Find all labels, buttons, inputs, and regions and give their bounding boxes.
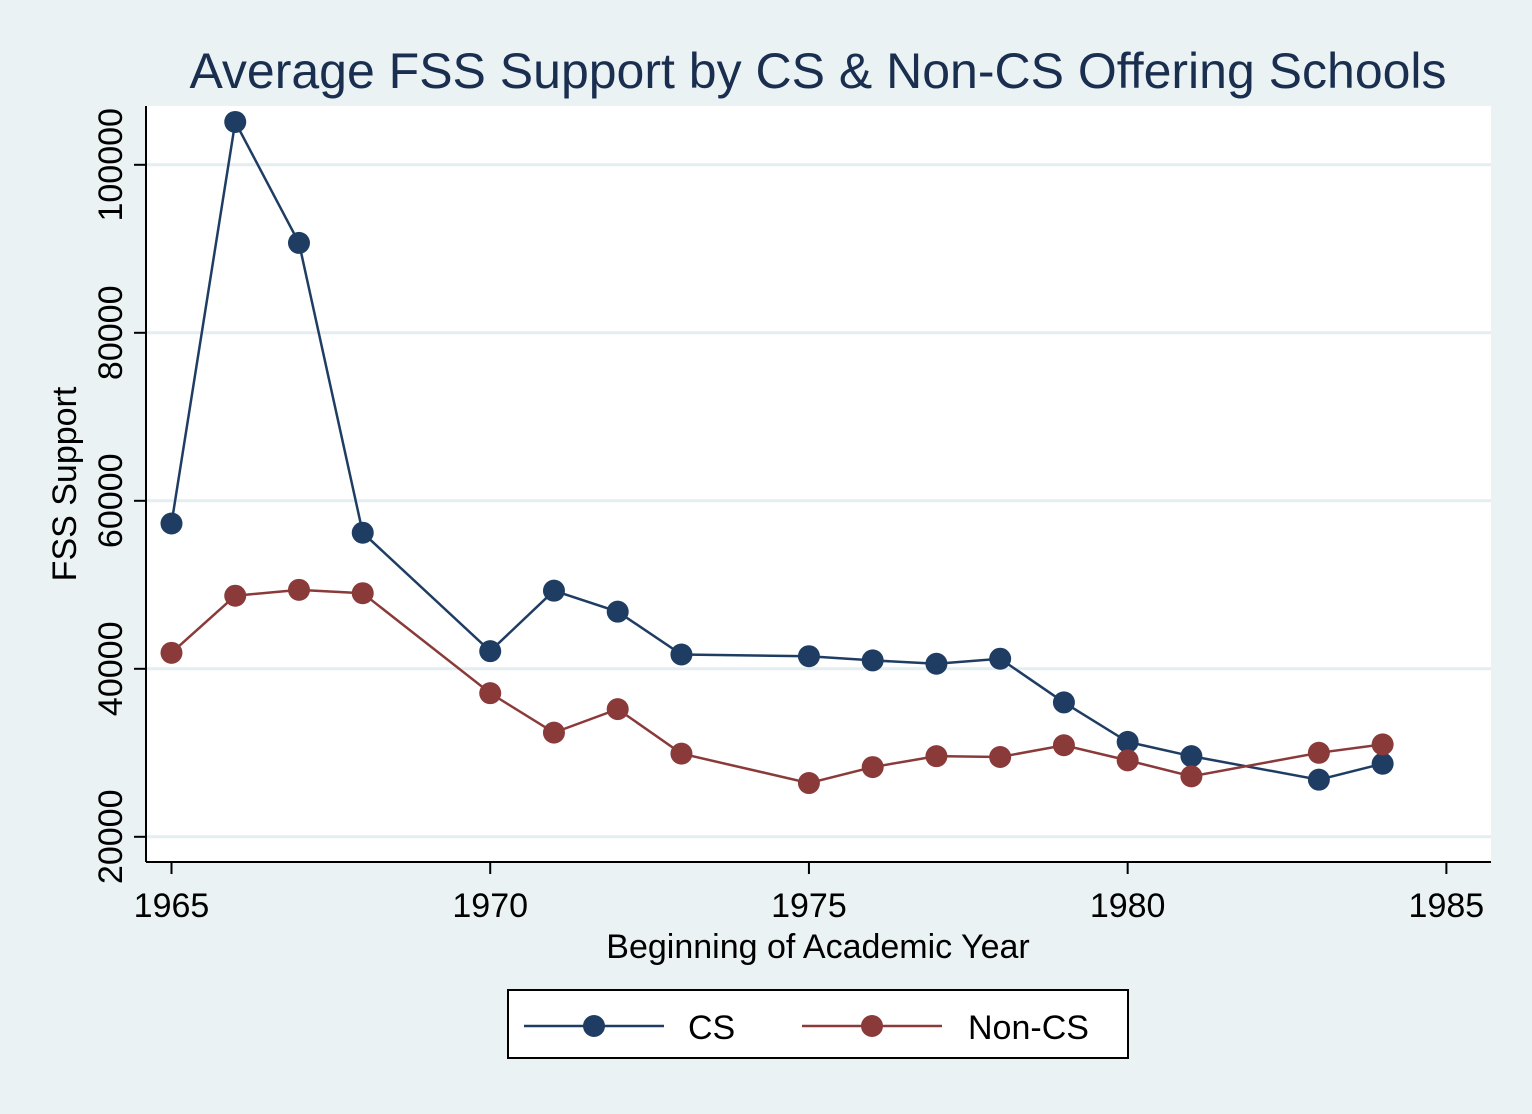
data-point-non-cs-1981 bbox=[1180, 765, 1203, 788]
x-tick-label-1: 1970 bbox=[452, 887, 528, 925]
data-point-non-cs-1966 bbox=[224, 584, 247, 607]
gridlines bbox=[146, 163, 1491, 839]
x-axis-ticks: 1965 1970 1975 1980 1985 bbox=[134, 862, 1485, 925]
data-point-cs-1977 bbox=[925, 652, 948, 675]
data-point-non-cs-1971 bbox=[542, 721, 565, 744]
data-point-cs-1976 bbox=[861, 649, 884, 672]
y-tick-label-0: 20000 bbox=[92, 790, 130, 885]
data-point-non-cs-1979 bbox=[1052, 734, 1075, 757]
data-point-non-cs-1977 bbox=[925, 745, 948, 768]
data-point-non-cs-1984 bbox=[1371, 733, 1394, 756]
data-point-cs-1979 bbox=[1052, 691, 1075, 714]
data-point-cs-1983 bbox=[1307, 768, 1330, 791]
data-point-cs-1967 bbox=[287, 231, 310, 254]
data-point-cs-1984 bbox=[1371, 752, 1394, 775]
plot-area bbox=[146, 106, 1491, 862]
data-point-non-cs-1972 bbox=[606, 698, 629, 721]
data-point-non-cs-1965 bbox=[160, 641, 183, 664]
data-point-cs-1970 bbox=[479, 640, 502, 663]
data-point-cs-1975 bbox=[797, 645, 820, 668]
legend-box bbox=[507, 989, 1129, 1059]
x-tick-label-3: 1980 bbox=[1090, 887, 1166, 925]
x-tick-label-0: 1965 bbox=[134, 887, 210, 925]
legend-marker-cs bbox=[583, 1015, 605, 1037]
data-point-cs-1972 bbox=[606, 600, 629, 623]
chart-title: Average FSS Support by CS & Non-CS Offer… bbox=[189, 43, 1446, 99]
y-axis-label: FSS Support bbox=[46, 386, 84, 581]
y-tick-label-2: 60000 bbox=[92, 454, 130, 549]
data-point-cs-1980 bbox=[1116, 730, 1139, 753]
data-point-non-cs-1980 bbox=[1116, 749, 1139, 772]
legend: CS Non-CS bbox=[507, 989, 1129, 1059]
x-tick-label-4: 1985 bbox=[1409, 887, 1485, 925]
data-point-non-cs-1978 bbox=[989, 746, 1012, 768]
series-cs bbox=[160, 110, 1394, 791]
x-axis-label: Beginning of Academic Year bbox=[606, 928, 1029, 966]
y-axis-ticks: 20000 40000 60000 80000 100000 bbox=[92, 108, 146, 884]
data-point-cs-1971 bbox=[542, 579, 565, 602]
legend-marker-noncs bbox=[861, 1015, 883, 1037]
data-point-non-cs-1975 bbox=[797, 772, 820, 795]
x-tick-label-2: 1975 bbox=[771, 887, 847, 925]
y-tick-label-3: 80000 bbox=[92, 286, 130, 381]
data-point-cs-1968 bbox=[351, 521, 374, 544]
legend-label-cs: CS bbox=[688, 1009, 735, 1047]
data-point-non-cs-1968 bbox=[351, 582, 374, 605]
data-point-cs-1966 bbox=[224, 110, 247, 133]
data-point-non-cs-1976 bbox=[861, 756, 884, 779]
legend-label-noncs: Non-CS bbox=[968, 1009, 1089, 1047]
data-point-non-cs-1973 bbox=[670, 742, 693, 765]
data-point-cs-1965 bbox=[160, 512, 183, 535]
data-point-non-cs-1983 bbox=[1307, 741, 1330, 764]
y-tick-label-4: 100000 bbox=[92, 108, 130, 221]
data-point-non-cs-1970 bbox=[479, 682, 502, 705]
series-layer bbox=[160, 110, 1394, 795]
series-non-cs bbox=[160, 578, 1394, 795]
data-point-cs-1973 bbox=[670, 643, 693, 666]
y-tick-label-1: 40000 bbox=[92, 622, 130, 717]
data-point-non-cs-1967 bbox=[287, 578, 310, 601]
data-point-cs-1981 bbox=[1180, 745, 1203, 768]
data-point-cs-1978 bbox=[989, 647, 1012, 670]
